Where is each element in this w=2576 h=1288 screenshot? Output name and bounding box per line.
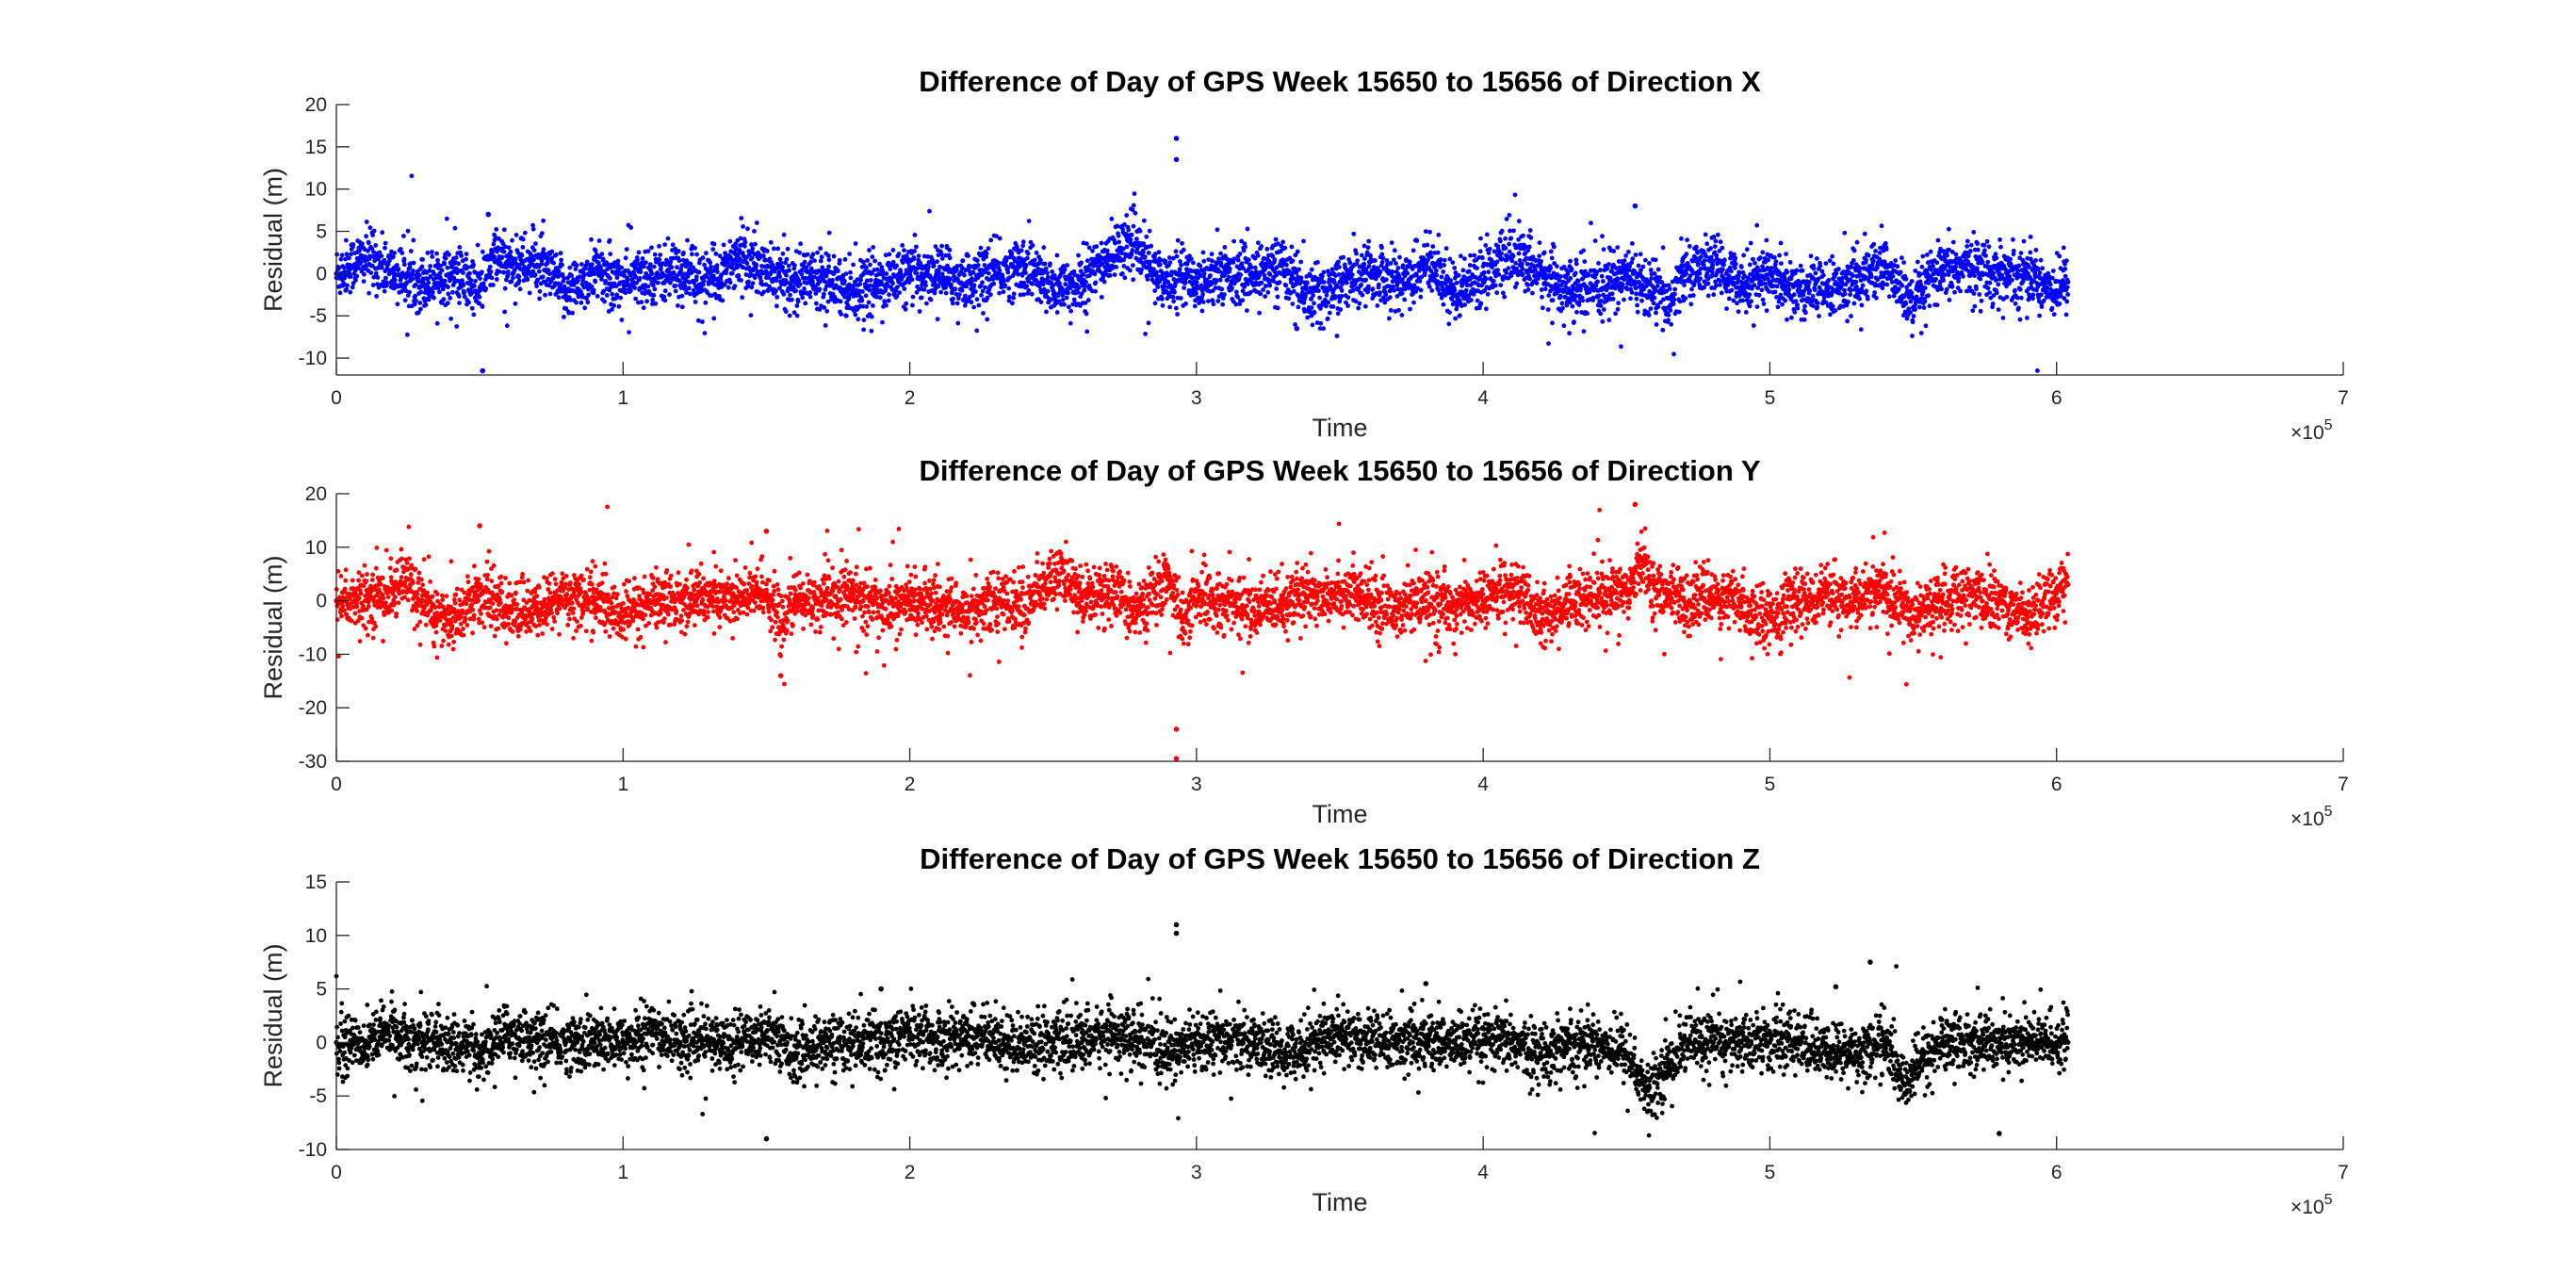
xlabel-z: Time [1312, 1188, 1368, 1216]
axes-z: 0 1 2 3 4 5 6 7 -10 -5 0 5 10 15 [299, 872, 2349, 1183]
x-tick-label: 5 [1765, 387, 1776, 409]
y-tick-label: 10 [305, 925, 327, 947]
outlier-point [1833, 984, 1839, 990]
plot-area-x [336, 105, 2343, 375]
outlier-point [777, 673, 784, 678]
x-tick-label: 3 [1191, 774, 1202, 795]
outlier-point [878, 986, 884, 992]
ylabel-y: Residual (m) [259, 555, 287, 699]
y-tick-label: 20 [305, 94, 327, 116]
x-tick-label: 7 [2338, 774, 2349, 795]
x-tick-label: 7 [2338, 387, 2349, 409]
x-tick-label: 1 [617, 774, 628, 795]
residual-cloud [334, 504, 2071, 687]
markers-x [334, 136, 2071, 374]
data-point [391, 1029, 397, 1035]
title-y: Difference of Day of GPS Week 15650 to 1… [919, 454, 1760, 487]
y-tick-label: -10 [299, 348, 327, 369]
outlier-point [1173, 756, 1180, 761]
outlier-point [1173, 156, 1180, 163]
outlier-point [1632, 501, 1639, 508]
outlier-point [1173, 726, 1180, 732]
axes-x: 0 1 2 3 4 5 6 7 -10 -5 0 5 10 15 20 [299, 94, 2349, 409]
outlier-point [1997, 1131, 2002, 1136]
x-tick-label: 5 [1765, 774, 1776, 795]
xlabel-y: Time [1312, 800, 1368, 828]
subplot-x: 0 1 2 3 4 5 6 7 -10 -5 0 5 10 15 20 Difference of Day … [259, 65, 2349, 444]
x-tick-label: 6 [2051, 1162, 2062, 1183]
outlier-point [480, 367, 485, 374]
y-tick-label: -10 [299, 644, 327, 665]
residual-cloud [334, 964, 2071, 1138]
x-exponent-z: ×105 [2291, 1192, 2333, 1218]
x-tick-label: 7 [2338, 1162, 2349, 1183]
outlier-point [1173, 930, 1180, 937]
x-tick-label: 0 [331, 774, 342, 795]
outlier-point [1173, 921, 1180, 928]
y-tick-label: 5 [316, 979, 327, 1001]
x-tick-label: 4 [1477, 387, 1489, 409]
xlabel-x: Time [1312, 414, 1368, 442]
x-tick-label: 4 [1477, 774, 1489, 795]
x-tick-label: 1 [617, 1162, 628, 1183]
data-point [1308, 296, 1314, 302]
x-tick-label: 4 [1477, 1162, 1489, 1183]
x-tick-label: 3 [1191, 387, 1202, 409]
outlier-point [1423, 981, 1429, 986]
y-tick-label: 15 [305, 872, 327, 893]
y-tick-label: 0 [316, 1032, 327, 1053]
y-tick-label: -5 [309, 305, 327, 327]
y-tick-label: 5 [316, 221, 327, 243]
outlier-point [477, 523, 482, 529]
outlier-point [763, 1135, 770, 1142]
y-tick-label: 0 [316, 263, 327, 285]
y-tick-label: 15 [305, 137, 327, 158]
y-tick-label: -10 [299, 1139, 327, 1161]
x-tick-label: 3 [1191, 1162, 1202, 1183]
y-tick-label: 10 [305, 179, 327, 201]
outlier-point [485, 211, 492, 218]
data-point [1423, 598, 1428, 604]
y-tick-label: 20 [305, 483, 327, 505]
x-exponent-y: ×105 [2291, 804, 2333, 830]
y-tick-label: 10 [305, 537, 327, 559]
x-tick-label: 2 [905, 1162, 916, 1183]
outlier-point [1294, 325, 1300, 332]
title-z: Difference of Day of GPS Week 15650 to 1… [920, 842, 1760, 875]
outlier-point [763, 528, 770, 534]
data-point [1538, 1051, 1543, 1056]
markers-z [334, 921, 2071, 1142]
axes-y: 0 1 2 3 4 5 6 7 -30 -20 -10 0 10 20 [299, 483, 2349, 795]
outlier-point [1173, 136, 1180, 141]
y-tick-label: -30 [299, 751, 327, 773]
x-tick-label: 6 [2051, 774, 2062, 795]
data-point [1180, 619, 1185, 625]
x-tick-label: 5 [1765, 1162, 1776, 1183]
x-tick-label: 6 [2051, 387, 2062, 409]
subplot-y: 0 1 2 3 4 5 6 7 -30 -20 -10 0 10 20 Difference of Day… [259, 454, 2349, 830]
x-tick-label: 2 [905, 774, 916, 795]
markers-y [334, 501, 2071, 761]
y-tick-label: -20 [299, 697, 327, 719]
residual-cloud [334, 173, 2071, 373]
y-tick-label: 0 [316, 591, 327, 612]
x-tick-label: 1 [617, 387, 628, 409]
ylabel-z: Residual (m) [259, 943, 287, 1087]
x-tick-label: 0 [331, 1162, 342, 1183]
outlier-point [1867, 959, 1873, 965]
x-tick-label: 0 [331, 387, 342, 409]
x-exponent-x: ×105 [2291, 417, 2333, 444]
y-tick-label: -5 [309, 1085, 327, 1107]
title-x: Difference of Day of GPS Week 15650 to 1… [919, 65, 1761, 98]
subplot-z: 0 1 2 3 4 5 6 7 -10 -5 0 5 10 15 Difference of Day of… [259, 842, 2349, 1218]
x-tick-label: 2 [905, 387, 916, 409]
ylabel-x: Residual (m) [259, 168, 287, 312]
outlier-point [1632, 203, 1639, 209]
